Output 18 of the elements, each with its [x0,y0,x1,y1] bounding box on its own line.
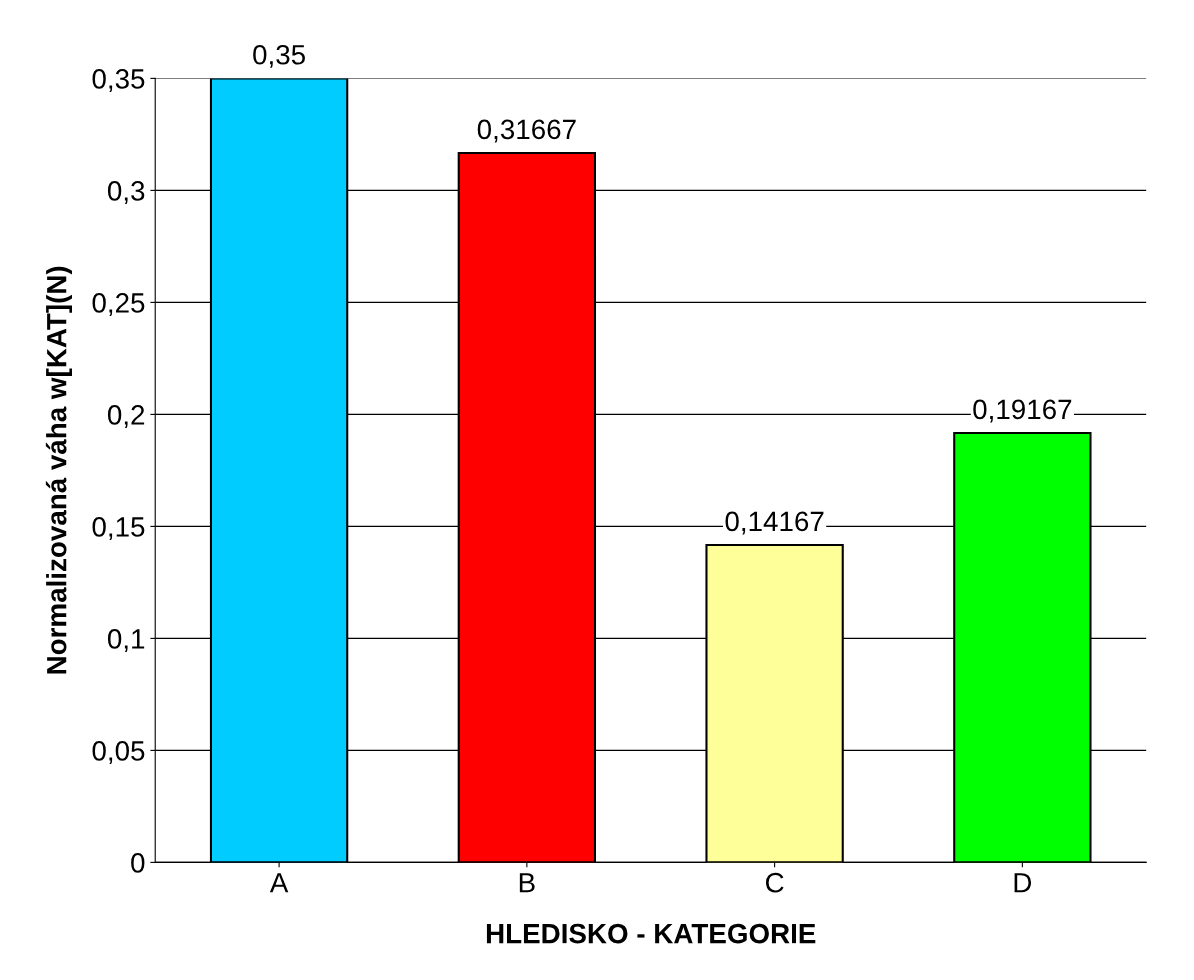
y-tick-label: 0,2 [107,405,145,429]
y-tick-label: 0,3 [107,181,145,205]
y-tick-label: 0,1 [107,629,145,653]
y-axis-title: Normalizovaná váha w[KAT](N) [45,266,72,674]
data-label: 0,31667 [477,119,576,143]
y-tick-label: 0,15 [92,517,145,541]
x-axis-title: HLEDISKO - KATEGORIE [486,923,816,944]
data-label: 0,35 [253,44,305,68]
y-tick-label: 0,05 [92,741,145,765]
y-tick-label: 0,25 [92,293,145,317]
x-tick-label: D [1014,873,1032,893]
y-tick-label: 0,35 [92,69,145,93]
y-tick-label: 0 [131,853,145,873]
x-tick-label: B [519,873,535,893]
x-tick-label: A [269,873,289,893]
data-label: 0,19167 [973,399,1072,423]
data-label: 0,14167 [725,511,824,535]
x-tick-label: C [765,872,784,893]
